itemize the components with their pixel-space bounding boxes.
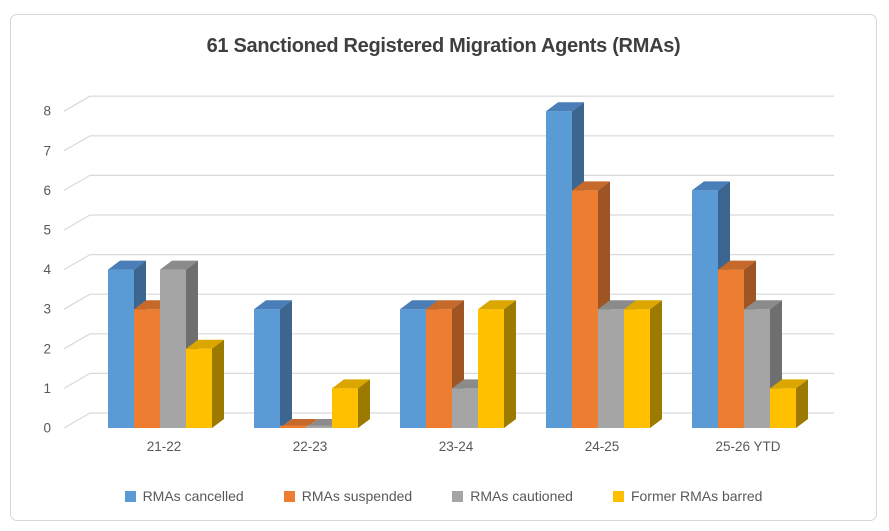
bar-rmas-suspended-23-24 [426,300,464,428]
y-tick-label: 2 [43,341,51,356]
gridline-wall-edge [63,293,91,310]
gridline-wall-edge [63,135,91,152]
bar-front-face [598,309,624,428]
bar-front-face [624,309,650,428]
bar-zero-front-lip [280,425,306,428]
bar-front-face [744,309,770,428]
legend-label: Former RMAs barred [630,488,763,504]
gridline-wall-edge [63,412,91,429]
bar-top-face [770,379,808,389]
bar-rmas-cancelled-22-23 [254,300,292,428]
bar-former-rmas-barred-21-22 [186,339,224,428]
bar-top-face [572,181,610,191]
bar-former-rmas-barred-23-24 [478,300,516,428]
legend-item-rmas-suspended: RMAs suspended [283,488,413,504]
gridline-wall-edge [63,174,91,191]
x-category-label: 21-22 [147,439,182,454]
y-tick-label: 6 [43,183,51,198]
legend: RMAs cancelled RMAs suspended RMAs caution… [11,488,876,504]
bar-front-face [718,269,744,428]
plot-area: 0 1 2 3 4 5 6 7 8 21-22 22-23 23-24 24-25 25-26 YTD [43,95,834,454]
y-tick-label: 0 [43,421,51,436]
gridline-wall-edge [63,254,91,271]
bar-front-face [160,269,186,428]
bar-front-face [332,388,358,428]
bar-front-face [692,190,718,428]
legend-swatch [283,490,295,502]
bar-front-face [452,388,478,428]
bar-side-face [504,300,516,428]
bar-side-face [650,300,662,428]
bar-front-face [108,269,134,428]
y-tick-label: 4 [43,262,51,277]
bar-top-face [692,181,730,191]
bar-top-face [108,260,146,270]
bar-top-face [624,300,662,310]
bar-top-face [332,379,370,389]
gridline-wall-edge [63,214,91,231]
bar-former-rmas-barred-24-25 [624,300,662,428]
legend-item-rmas-cautioned: RMAs cautioned [452,488,573,504]
legend-swatch [452,490,464,502]
bar-top-face [546,102,584,112]
bar-front-face [186,348,212,428]
bar-top-face [478,300,516,310]
bar-side-face [212,339,224,428]
bar-top-face [744,300,782,310]
gridline-wall-edge [63,372,91,389]
gridline-wall-edge [63,333,91,350]
gridline-wall-edge [63,95,91,112]
bar-front-face [572,190,598,428]
bar-front-face [546,111,572,428]
bar-side-face [358,379,370,428]
y-tick-label: 1 [43,381,51,396]
x-category-label: 23-24 [439,439,474,454]
bar-front-face [770,388,796,428]
x-category-label: 22-23 [293,439,328,454]
bar-side-face [796,379,808,428]
chart-title: 61 Sanctioned Registered Migration Agent… [206,35,681,57]
x-category-label: 25-26 YTD [715,439,780,454]
bar-top-face [400,300,438,310]
legend-item-rmas-cancelled: RMAs cancelled [124,488,244,504]
bar-zero-front-lip [306,425,332,428]
legend-swatch [124,490,136,502]
bar-top-face [254,300,292,310]
bar-front-face [134,309,160,428]
bar-front-face [254,309,280,428]
bar-top-face [426,300,464,310]
bar-top-face [186,339,224,349]
bar-side-face [280,300,292,428]
legend-label: RMAs cautioned [470,488,573,504]
y-tick-label: 3 [43,302,51,317]
bar-top-face [598,300,636,310]
legend-swatch [612,490,624,502]
bar-top-face [160,260,198,270]
bar-front-face [400,309,426,428]
bar-front-face [426,309,452,428]
legend-item-former-rmas-barred: Former RMAs barred [612,488,763,504]
x-category-label: 24-25 [585,439,620,454]
bar-top-face [718,260,756,270]
chart-card: 61 Sanctioned Registered Migration Agent… [10,14,877,521]
y-tick-label: 5 [43,223,51,238]
legend-label: RMAs suspended [301,488,413,504]
y-tick-label: 7 [43,143,51,158]
bar-former-rmas-barred-25-26 YTD [770,379,808,428]
legend-label: RMAs cancelled [142,488,244,504]
bar-front-face [478,309,504,428]
y-tick-label: 8 [43,104,51,119]
bar-former-rmas-barred-22-23 [332,379,370,428]
